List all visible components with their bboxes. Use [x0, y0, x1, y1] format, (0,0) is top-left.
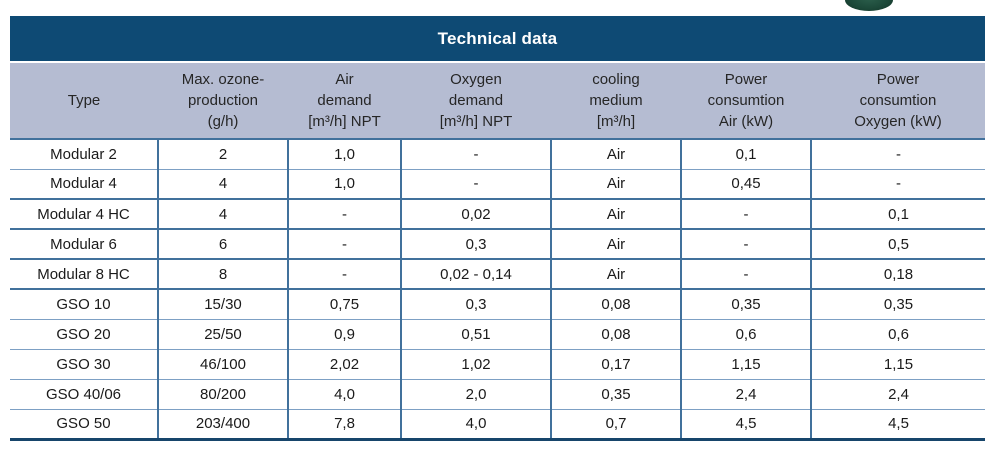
cell-max-ozone-production: 203/400 [158, 408, 289, 441]
cell-air-demand: 2,02 [288, 348, 402, 379]
table-row-gso-30: GSO 30 46/100 2,02 1,02 0,17 1,15 1,15 [10, 348, 985, 379]
cell-oxygen-demand: - [401, 168, 552, 199]
row-type-label: Modular 8 HC [10, 258, 159, 289]
cell-power-consumtion-oxygen: 2,4 [811, 378, 985, 409]
row-type-label: Modular 4 [10, 168, 159, 199]
table-title-bar: Technical data [10, 16, 985, 61]
row-type-label: Modular 6 [10, 228, 159, 259]
cell-power-consumtion-oxygen: 0,6 [811, 318, 985, 349]
row-type-label: GSO 10 [10, 288, 159, 319]
cell-oxygen-demand: 0,3 [401, 288, 552, 319]
cell-power-consumtion-oxygen: 0,35 [811, 288, 985, 319]
column-header-max-ozone-production: Max. ozone- production (g/h) [158, 63, 288, 139]
row-type-label: Modular 2 [10, 138, 159, 169]
technical-data-panel: Technical data Type Max. ozone- productio… [10, 16, 985, 441]
cell-air-demand: 0,75 [288, 288, 402, 319]
cell-power-consumtion-air: - [681, 198, 812, 229]
table-header-row: Type Max. ozone- production (g/h) Air dema… [10, 63, 985, 139]
cell-power-consumtion-oxygen: 0,5 [811, 228, 985, 259]
cell-cooling-medium: Air [551, 258, 682, 289]
cell-air-demand: - [288, 258, 402, 289]
column-header-cooling-medium: cooling medium [m³/h] [551, 63, 681, 139]
cell-oxygen-demand: 4,0 [401, 408, 552, 441]
table-row-modular-8-hc: Modular 8 HC 8-0,02 - 0,14 Air -0,18 [10, 258, 985, 289]
cell-max-ozone-production: 15/30 [158, 288, 289, 319]
cell-power-consumtion-air: 2,4 [681, 378, 812, 409]
table-row-gso-50: GSO 50 203/400 7,8 4,0 0,7 4,5 4,5 [10, 408, 985, 441]
row-type-label: Modular 4 HC [10, 198, 159, 229]
cell-cooling-medium: 0,35 [551, 378, 682, 409]
cell-air-demand: 1,0 [288, 138, 402, 169]
cell-power-consumtion-air: 4,5 [681, 408, 812, 441]
cell-power-consumtion-air: 0,6 [681, 318, 812, 349]
technical-data-table: Type Max. ozone- production (g/h) Air dema… [10, 63, 985, 441]
cell-cooling-medium: Air [551, 138, 682, 169]
partial-green-object [845, 0, 893, 11]
column-header-type: Type [10, 63, 158, 139]
cell-power-consumtion-air: - [681, 228, 812, 259]
cell-power-consumtion-air: - [681, 258, 812, 289]
table-row-gso-20: GSO 20 25/50 0,9 0,51 0,08 0,6 0,6 [10, 318, 985, 349]
row-type-label: GSO 50 [10, 408, 159, 441]
column-header-power-consumtion-oxygen: Power consumtion Oxygen (kW) [811, 63, 985, 139]
cell-max-ozone-production: 25/50 [158, 318, 289, 349]
cell-max-ozone-production: 8 [158, 258, 289, 289]
cell-air-demand: - [288, 198, 402, 229]
cell-power-consumtion-air: 0,35 [681, 288, 812, 319]
cell-air-demand: 0,9 [288, 318, 402, 349]
cell-max-ozone-production: 80/200 [158, 378, 289, 409]
table-row-modular-6: Modular 6 6-0,3 Air -0,5 [10, 228, 985, 259]
cell-oxygen-demand: 0,02 - 0,14 [401, 258, 552, 289]
cell-oxygen-demand: 2,0 [401, 378, 552, 409]
table-row-gso-10: GSO 10 15/30 0,75 0,3 0,08 0,35 0,35 [10, 288, 985, 319]
cell-air-demand: 1,0 [288, 168, 402, 199]
row-type-label: GSO 40/06 [10, 378, 159, 409]
cell-max-ozone-production: 46/100 [158, 348, 289, 379]
cell-power-consumtion-air: 1,15 [681, 348, 812, 379]
cell-power-consumtion-oxygen: - [811, 168, 985, 199]
cell-power-consumtion-oxygen: - [811, 138, 985, 169]
table-title: Technical data [437, 28, 558, 48]
cell-power-consumtion-oxygen: 0,1 [811, 198, 985, 229]
cell-power-consumtion-air: 0,1 [681, 138, 812, 169]
cell-oxygen-demand: 0,3 [401, 228, 552, 259]
column-header-air-demand: Air demand [m³/h] NPT [288, 63, 401, 139]
cell-power-consumtion-air: 0,45 [681, 168, 812, 199]
row-type-label: GSO 30 [10, 348, 159, 379]
cell-oxygen-demand: 0,02 [401, 198, 552, 229]
column-header-power-consumtion-air: Power consumtion Air (kW) [681, 63, 811, 139]
cell-oxygen-demand: 0,51 [401, 318, 552, 349]
cell-oxygen-demand: - [401, 138, 552, 169]
cell-oxygen-demand: 1,02 [401, 348, 552, 379]
cell-cooling-medium: Air [551, 198, 682, 229]
cell-cooling-medium: 0,7 [551, 408, 682, 441]
table-row-modular-4: Modular 4 4 1,0- Air 0,45- [10, 168, 985, 199]
cell-cooling-medium: 0,08 [551, 288, 682, 319]
cell-cooling-medium: 0,17 [551, 348, 682, 379]
table-row-modular-4-hc: Modular 4 HC 4-0,02 Air -0,1 [10, 198, 985, 229]
cell-cooling-medium: Air [551, 168, 682, 199]
cell-power-consumtion-oxygen: 0,18 [811, 258, 985, 289]
table-row-gso-40-06: GSO 40/06 80/200 4,0 2,0 0,35 2,4 2,4 [10, 378, 985, 409]
table-row-modular-2: Modular 2 2 1,0- Air 0,1- [10, 138, 985, 169]
cell-max-ozone-production: 2 [158, 138, 289, 169]
cell-max-ozone-production: 4 [158, 198, 289, 229]
row-type-label: GSO 20 [10, 318, 159, 349]
cell-max-ozone-production: 4 [158, 168, 289, 199]
cell-max-ozone-production: 6 [158, 228, 289, 259]
cell-cooling-medium: 0,08 [551, 318, 682, 349]
cell-air-demand: - [288, 228, 402, 259]
cell-air-demand: 4,0 [288, 378, 402, 409]
cell-power-consumtion-oxygen: 1,15 [811, 348, 985, 379]
cell-cooling-medium: Air [551, 228, 682, 259]
column-header-oxygen-demand: Oxygen demand [m³/h] NPT [401, 63, 551, 139]
cell-power-consumtion-oxygen: 4,5 [811, 408, 985, 441]
cell-air-demand: 7,8 [288, 408, 402, 441]
